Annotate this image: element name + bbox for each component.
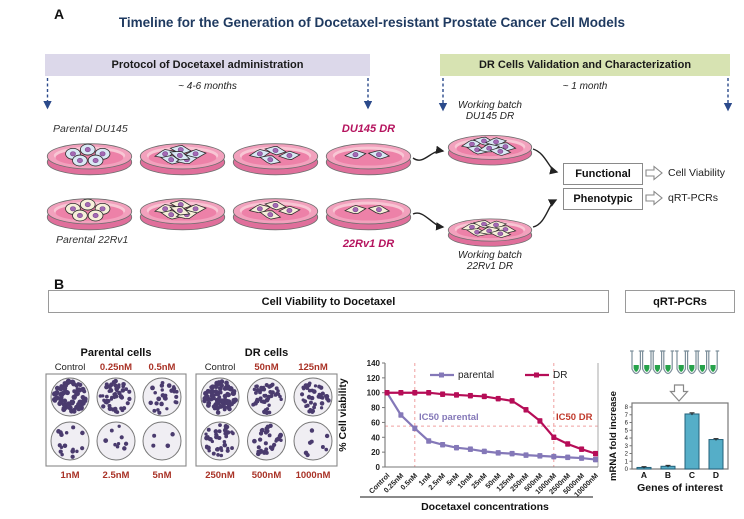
- protocol-header-bar: Protocol of Docetaxel administration: [45, 54, 370, 76]
- viability-line-chart: 020406080100120140Control0.25nM0.5nM1nM2…: [337, 359, 600, 513]
- figure-title: Timeline for the Generation of Docetaxel…: [118, 15, 626, 30]
- panel-a-label: A: [54, 6, 65, 22]
- dish-du145-dr: [325, 143, 412, 176]
- dish-du145-passage3: [232, 143, 319, 176]
- parental-du145-label: Parental DU145: [53, 123, 128, 135]
- cell-viability-readout: Cell Viability: [668, 167, 725, 179]
- validation-duration: ~ 1 month: [562, 81, 608, 92]
- legend-label: parental: [458, 370, 494, 381]
- y-tick-label: 3: [625, 444, 629, 450]
- open-right-arrow-icon: [645, 165, 663, 181]
- colony-assay-title: DR cells: [245, 347, 288, 359]
- y-tick-label: 0: [625, 467, 629, 473]
- colony-assay-title: Parental cells: [81, 347, 152, 359]
- concentration-label: 250nM: [205, 470, 235, 480]
- dish-22rv1-passage3: [232, 198, 319, 231]
- x-tick-label: D: [713, 470, 719, 480]
- concentration-label: 0.25nM: [100, 362, 132, 373]
- qrt-pcr-readout: qRT-PCRs: [668, 192, 718, 204]
- dish-parental-22rv1: [46, 198, 133, 231]
- functional-box: Functional: [563, 163, 643, 185]
- y-tick-label: 80: [371, 404, 380, 413]
- ic50-parental-annotation: IC50 parental: [419, 412, 479, 423]
- y-tick-label: 1: [625, 459, 629, 465]
- y-tick-label: 140: [367, 359, 381, 368]
- concentration-label: 0.5nM: [149, 362, 176, 373]
- y-tick-label: 0: [376, 463, 381, 472]
- curved-arrow: [532, 199, 558, 228]
- protocol-header-label: Protocol of Docetaxel administration: [111, 59, 304, 71]
- y-axis-title: % Cell viability: [337, 378, 349, 452]
- pcr-tubes-icon: [630, 350, 720, 375]
- dish-working-batch-22rv1-dr: [447, 218, 533, 247]
- dish-22rv1-passage2: [139, 198, 226, 231]
- x-tick-label: A: [641, 470, 647, 480]
- 22rv1-dr-label: 22Rv1 DR: [342, 238, 395, 250]
- y-tick-label: 5: [625, 428, 629, 434]
- colony-assay-parental: Parental cells Control 0.25nM 0.5nM 1nM 2.5nM…: [45, 347, 187, 480]
- du145-dr-label: DU145 DR: [341, 123, 396, 135]
- y-tick-label: 2: [625, 452, 629, 458]
- x-axis-title: Docetaxel concentrations: [421, 501, 549, 513]
- y-tick-label: 7: [625, 413, 629, 419]
- curved-arrow: [412, 212, 445, 231]
- y-tick-label: 8: [625, 405, 629, 411]
- working-batch-22rv1-line1: Working batch: [458, 250, 522, 261]
- curved-arrow: [412, 145, 445, 161]
- concentration-label: 500nM: [252, 470, 282, 480]
- qrtpcr-header: qRT-PCRs: [625, 290, 735, 313]
- parental-22rv1-label: Parental 22Rv1: [56, 234, 129, 246]
- panel-b-label: B: [54, 276, 65, 292]
- concentration-label: 2.5nM: [103, 470, 130, 480]
- open-right-arrow-icon: [645, 190, 663, 206]
- concentration-label: Control: [205, 362, 236, 373]
- phenotypic-box: Phenotypic: [563, 188, 643, 210]
- legend-label: DR: [553, 370, 567, 381]
- y-tick-label: 6: [625, 421, 629, 427]
- concentration-label: 125nM: [298, 362, 328, 373]
- validation-header-label: DR Cells Validation and Characterization: [478, 59, 692, 71]
- x-tick-label: C: [689, 470, 695, 480]
- y-axis-title: mRNA fold increase: [608, 391, 619, 481]
- concentration-label: 1nM: [61, 470, 80, 480]
- curved-arrow: [532, 148, 559, 175]
- x-tick-label: B: [665, 470, 671, 480]
- y-tick-label: 100: [367, 389, 381, 398]
- working-batch-22rv1-label: Working batch 22Rv1 DR: [435, 250, 545, 272]
- concentration-label: 5nM: [153, 470, 172, 480]
- x-axis-title: Genes of interest: [637, 482, 723, 494]
- protocol-duration: ~ 4-6 months: [178, 81, 237, 92]
- concentration-label: 50nM: [254, 362, 278, 373]
- ic50-dr-annotation: IC50 DR: [556, 412, 593, 423]
- dish-working-batch-du145-dr: [447, 135, 533, 166]
- y-tick-label: 60: [371, 418, 380, 427]
- working-batch-du145-line2: DU145 DR: [465, 111, 515, 122]
- validation-header-bar: DR Cells Validation and Characterization: [440, 54, 730, 76]
- y-tick-label: 4: [625, 436, 629, 442]
- concentration-label: Control: [55, 362, 86, 373]
- open-down-arrow-icon: [669, 384, 689, 402]
- y-tick-label: 40: [371, 433, 380, 442]
- working-batch-du145-line1: Working batch: [458, 100, 522, 111]
- dish-22rv1-dr: [325, 198, 412, 231]
- dish-parental-du145: [46, 143, 133, 176]
- working-batch-du145-label: Working batch DU145 DR: [435, 100, 545, 122]
- y-tick-label: 120: [367, 374, 381, 383]
- viability-header: Cell Viability to Docetaxel: [48, 290, 609, 313]
- concentration-label: 1000nM: [296, 470, 331, 480]
- working-batch-22rv1-line2: 22Rv1 DR: [466, 261, 514, 272]
- dish-du145-passage2: [139, 143, 226, 176]
- colony-assay-dr: DR cells Control 50nM 125nM 250nM 500nM 1000nM: [195, 347, 338, 480]
- y-tick-label: 20: [371, 448, 380, 457]
- colony-assay-panels: Parental cells Control 0.25nM 0.5nM 1nM 2.5nM…: [45, 347, 338, 480]
